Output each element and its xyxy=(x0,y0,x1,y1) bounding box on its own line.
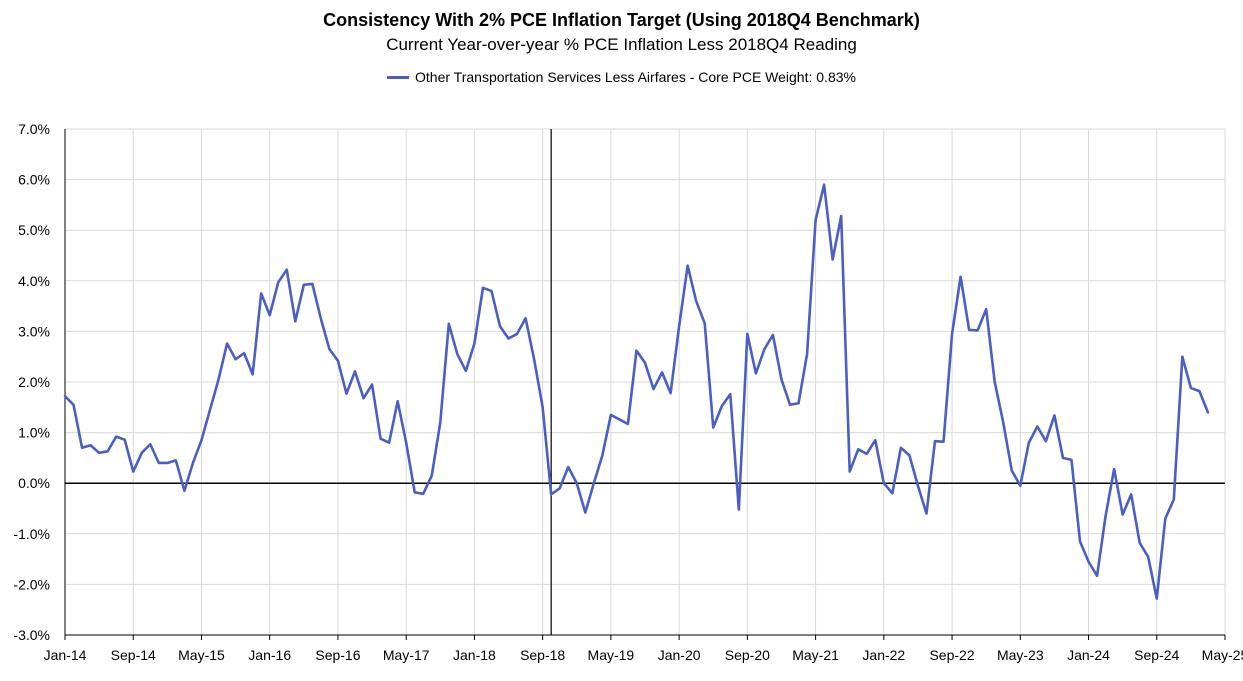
x-tick-label: May-21 xyxy=(792,647,839,663)
y-tick-label: 2.0% xyxy=(18,374,50,390)
x-tick-label: Jan-20 xyxy=(658,647,701,663)
x-tick-label: May-23 xyxy=(997,647,1044,663)
y-tick-label: 1.0% xyxy=(18,425,50,441)
x-tick-label: Jan-24 xyxy=(1067,647,1110,663)
x-tick-label: Sep-16 xyxy=(315,647,360,663)
y-tick-label: 5.0% xyxy=(18,222,50,238)
y-tick-label: 0.0% xyxy=(18,475,50,491)
x-tick-label: May-17 xyxy=(383,647,430,663)
legend: Other Transportation Services Less Airfa… xyxy=(0,69,1243,85)
x-tick-label: Jan-18 xyxy=(453,647,496,663)
chart-subtitle: Current Year-over-year % PCE Inflation L… xyxy=(386,35,857,54)
y-tick-label: 6.0% xyxy=(18,172,50,188)
y-tick-label: 7.0% xyxy=(18,121,50,137)
chart-title: Consistency With 2% PCE Inflation Target… xyxy=(323,10,920,30)
x-tick-label: May-19 xyxy=(588,647,635,663)
y-tick-label: -1.0% xyxy=(13,526,50,542)
y-tick-label: 4.0% xyxy=(18,273,50,289)
x-tick-label: Sep-14 xyxy=(111,647,156,663)
x-tick-label: Jan-14 xyxy=(44,647,87,663)
legend-line-swatch xyxy=(387,75,410,79)
x-tick-label: Sep-22 xyxy=(929,647,974,663)
y-tick-label: 3.0% xyxy=(18,323,50,339)
x-tick-label: Sep-18 xyxy=(520,647,565,663)
x-tick-label: May-15 xyxy=(178,647,225,663)
x-tick-label: Jan-16 xyxy=(248,647,291,663)
y-tick-label: -2.0% xyxy=(13,576,50,592)
x-tick-label: Sep-20 xyxy=(725,647,770,663)
x-tick-label: Jan-22 xyxy=(862,647,905,663)
y-tick-label: -3.0% xyxy=(13,627,50,643)
legend-label: Other Transportation Services Less Airfa… xyxy=(415,69,856,85)
x-tick-label: May-25 xyxy=(1202,647,1243,663)
series-line xyxy=(63,183,1210,600)
x-tick-label: Sep-24 xyxy=(1134,647,1179,663)
